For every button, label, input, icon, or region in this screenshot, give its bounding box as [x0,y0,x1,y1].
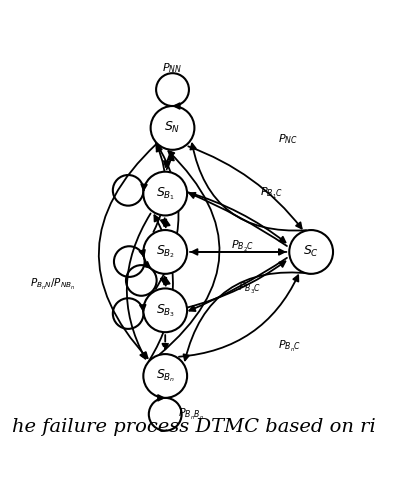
Text: $P_{NN}$: $P_{NN}$ [163,62,183,75]
Text: $P_{B_1C}$: $P_{B_1C}$ [260,186,283,201]
Text: $S_{B_1}$: $S_{B_1}$ [155,185,175,202]
Circle shape [143,354,187,398]
Text: $S_{B_2}$: $S_{B_2}$ [155,244,175,260]
Text: $P_{B_nN}/P_{NB_n}$: $P_{B_nN}/P_{NB_n}$ [30,277,76,292]
Text: $S_{B_n}$: $S_{B_n}$ [155,368,175,384]
Text: $S_{B_3}$: $S_{B_3}$ [155,302,175,319]
Text: $P_{NC}$: $P_{NC}$ [278,132,298,146]
Text: $P_{B_nC}$: $P_{B_nC}$ [278,339,301,354]
Circle shape [143,288,187,332]
Text: $S_C$: $S_C$ [303,244,319,259]
Text: $P_{B_2C}$: $P_{B_2C}$ [231,239,254,254]
Circle shape [150,106,194,150]
Text: $P_{B_nB_n}$: $P_{B_nB_n}$ [178,407,204,422]
Text: $P_{B_3C}$: $P_{B_3C}$ [238,281,261,296]
Text: $S_N$: $S_N$ [164,120,181,135]
Text: he failure process DTMC based on ri: he failure process DTMC based on ri [12,418,376,436]
Circle shape [143,172,187,215]
Circle shape [143,230,187,274]
Circle shape [289,230,333,274]
